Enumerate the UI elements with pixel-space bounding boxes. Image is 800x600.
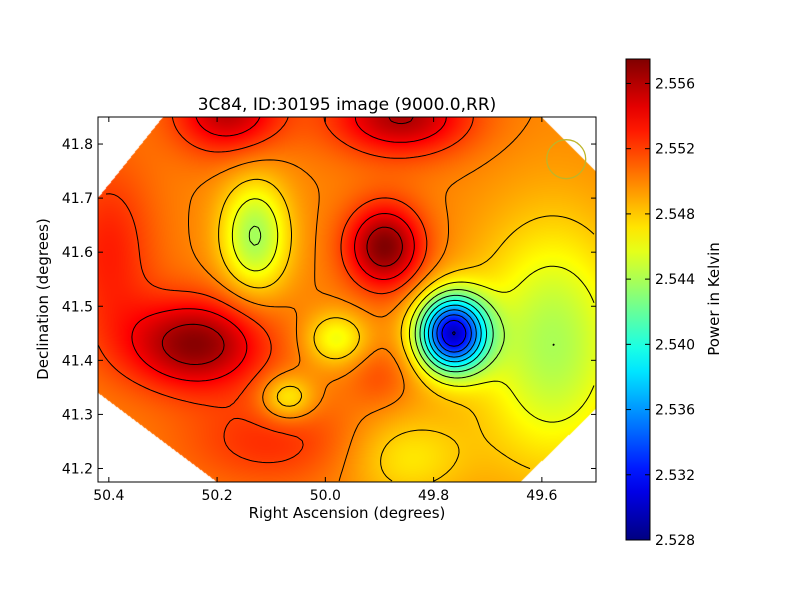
colorbar: 2.528 2.532 2.536 2.540 2.544 2.548 2.552 2.556… — [625, 58, 723, 549]
colorbar-tick-label: 2.528 — [655, 533, 695, 549]
plot-frame — [97, 116, 597, 483]
contour-level-2 — [436, 314, 472, 353]
contour-level-12 — [131, 117, 447, 382]
heatmap-image — [98, 117, 596, 482]
y-tick-label: 41.8 — [62, 137, 93, 153]
colorbar-tick-label: 2.552 — [655, 142, 695, 158]
colorbar-tick-label: 2.556 — [655, 76, 695, 92]
x-axis-label: Right Ascension (degrees) — [249, 504, 446, 522]
colorbar-tick-label: 2.544 — [655, 272, 695, 288]
colorbar-tick-label: 2.540 — [655, 337, 695, 353]
contour-level-0 — [451, 331, 456, 336]
y-tick-label: 41.3 — [62, 407, 93, 423]
colorbar-gradient — [626, 59, 650, 540]
beam-circle — [546, 139, 587, 180]
contour-level-5 — [423, 299, 488, 368]
x-axis: 50.4 50.2 50.0 49.8 49.6 — [93, 117, 558, 504]
contour-level-13 — [161, 117, 414, 365]
contour-level-1 — [441, 319, 467, 347]
colorbar-label: Power in Kelvin — [705, 242, 723, 356]
y-tick-label: 41.7 — [62, 191, 93, 207]
x-tick-label: 50.4 — [93, 488, 124, 504]
y-axis-label: Declination (degrees) — [34, 218, 52, 380]
y-tick-label: 41.5 — [62, 299, 93, 315]
x-tick-label: 49.8 — [418, 488, 449, 504]
contour-level-7 — [248, 225, 555, 379]
chart-title: 3C84, ID:30195 image (9000.0,RR) — [198, 95, 497, 115]
contour-level-9 — [218, 178, 595, 482]
y-tick-label: 41.6 — [62, 245, 93, 261]
colorbar-ticks: 2.528 2.532 2.536 2.540 2.544 2.548 2.552 2.556 — [626, 76, 695, 549]
plot-area: 50.4 50.2 50.0 49.8 49.6 41.241.341.441.541.… — [62, 116, 597, 504]
contour-level-4 — [427, 304, 482, 363]
contour-level-8 — [231, 198, 595, 423]
x-tick-label: 50.2 — [202, 488, 233, 504]
y-tick-label: 41.2 — [62, 461, 93, 477]
x-tick-label: 49.6 — [526, 488, 557, 504]
colorbar-tick-label: 2.536 — [655, 403, 695, 419]
contour-level-10 — [188, 117, 532, 482]
contour-lines — [98, 117, 595, 482]
colorbar-frame — [625, 58, 651, 541]
y-axis: 41.2 41.3 41.4 41.5 41.6 41.7 41.8 — [62, 137, 596, 477]
x-tick-label: 50.0 — [310, 488, 341, 504]
contour-level-3 — [432, 309, 477, 358]
colorbar-tick-label: 2.532 — [655, 468, 695, 484]
y-tick-label: 41.4 — [62, 353, 93, 369]
contour-level-6 — [419, 294, 494, 373]
colorbar-tick-label: 2.548 — [655, 207, 695, 223]
